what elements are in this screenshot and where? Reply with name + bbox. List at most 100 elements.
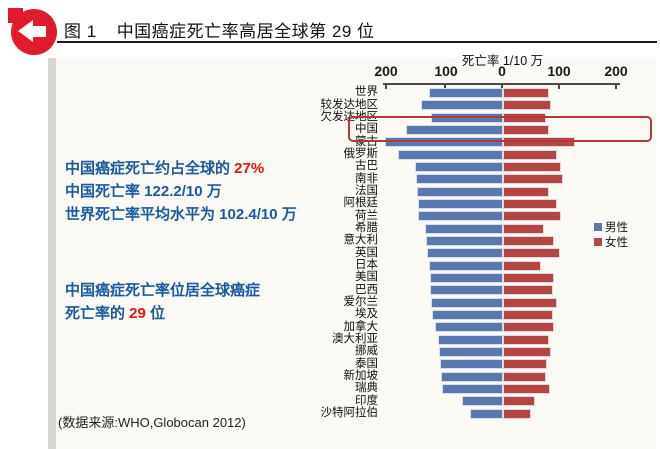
chart-row: 英国 — [240, 247, 618, 259]
chart-row: 巴西 — [240, 284, 618, 296]
chart-row: 阿根廷 — [240, 198, 618, 210]
female-bar — [502, 236, 554, 247]
country-label: 世界 — [355, 86, 378, 99]
male-half — [387, 236, 503, 247]
axis-title: 死亡率 1/10 万 — [461, 54, 544, 68]
male-bar — [417, 199, 503, 210]
female-half — [502, 347, 619, 358]
female-half — [502, 334, 619, 345]
male-bar — [470, 408, 503, 419]
chart-row: 美国 — [240, 272, 618, 284]
female-bar — [502, 371, 546, 382]
chart-row: 加拿大 — [240, 321, 618, 333]
country-label: 美国 — [355, 271, 378, 284]
axis-line — [383, 83, 620, 85]
female-half — [502, 384, 619, 395]
axis-tick — [615, 85, 617, 89]
male-half — [387, 359, 503, 370]
male-half — [387, 125, 503, 136]
female-half — [502, 199, 619, 210]
female-half — [502, 297, 619, 308]
female-bar — [502, 384, 551, 395]
data-source-note: (数据来源:WHO,Globocan 2012) — [58, 415, 246, 430]
country-label: 瑞典 — [355, 382, 378, 395]
tick-label: 100 — [547, 63, 571, 79]
chart-row: 爱尔兰 — [240, 295, 619, 309]
country-label: 俄罗斯 — [343, 148, 379, 161]
annotation-line: 死亡率的 29 位 — [65, 302, 260, 325]
axis-tick — [501, 85, 503, 89]
china-highlight-box — [348, 116, 652, 142]
male-half — [384, 137, 503, 148]
country-label: 爱尔兰 — [343, 295, 379, 308]
country-label: 阿根廷 — [343, 197, 379, 210]
female-half — [502, 408, 619, 419]
male-half — [387, 162, 503, 173]
female-bar — [502, 186, 549, 197]
male-bar — [438, 347, 503, 358]
annotation-line: 中国死亡率 122.2/10 万 — [65, 183, 222, 200]
female-half — [502, 100, 619, 111]
female-half — [502, 88, 619, 99]
chart-row: 沙特阿拉伯 — [240, 407, 619, 420]
legend-item-male: 男性 — [594, 219, 628, 234]
male-half — [387, 297, 503, 308]
left-gray-strip — [48, 58, 56, 449]
male-half — [387, 149, 503, 160]
country-label: 埃及 — [355, 308, 378, 321]
male-bar — [428, 88, 503, 99]
chart-row: 法国 — [240, 186, 618, 198]
male-half — [387, 211, 503, 222]
country-label: 法国 — [355, 185, 378, 198]
chart-row: 瑞典 — [240, 383, 618, 395]
country-label: 印度 — [355, 394, 378, 407]
country-label: 古巴 — [355, 160, 378, 173]
female-bar — [502, 137, 576, 148]
male-half — [387, 88, 503, 99]
legend-item-female: 女性 — [594, 234, 628, 249]
male-bar — [430, 285, 503, 296]
male-bar — [429, 260, 503, 271]
axis-tick — [444, 85, 446, 89]
female-half — [502, 260, 619, 271]
annotation-text: 死亡率的 — [65, 305, 130, 322]
female-half — [502, 359, 619, 370]
female-bar — [502, 297, 557, 308]
chart-row: 挪威 — [240, 346, 618, 358]
country-label: 希腊 — [355, 222, 378, 235]
country-label: 挪威 — [355, 345, 378, 358]
female-bar — [502, 100, 551, 111]
male-bar — [462, 396, 503, 407]
chart-row: 澳大利亚 — [240, 333, 619, 346]
annotation-line: 世界死亡率平均水平为 102.4/10 万 — [65, 206, 297, 223]
male-bar — [441, 371, 503, 382]
male-legend-swatch — [594, 222, 602, 231]
male-bar — [406, 125, 503, 136]
female-bar — [502, 310, 554, 321]
tick-label: 100 — [434, 63, 458, 79]
male-bar — [442, 384, 503, 395]
legend-label: 男性 — [605, 221, 628, 234]
male-half — [387, 174, 503, 185]
male-half — [387, 396, 503, 407]
male-bar — [384, 137, 503, 148]
female-bar — [502, 347, 551, 358]
female-half — [502, 174, 619, 185]
male-half — [387, 186, 503, 197]
female-bar — [502, 273, 555, 284]
female-bar — [502, 396, 536, 407]
female-half — [502, 149, 619, 160]
female-half — [502, 137, 619, 148]
female-bar — [502, 322, 555, 333]
axis-tick — [558, 85, 560, 89]
tick-label: 200 — [374, 63, 398, 79]
female-bar — [502, 174, 563, 185]
female-half — [502, 125, 619, 136]
female-bar — [502, 408, 531, 419]
male-half — [387, 273, 503, 284]
female-half — [502, 162, 619, 173]
female-bar — [502, 199, 557, 210]
chart-row: 泰国 — [240, 358, 618, 370]
figure-label: 图 1 — [64, 22, 97, 41]
male-bar — [437, 334, 503, 345]
